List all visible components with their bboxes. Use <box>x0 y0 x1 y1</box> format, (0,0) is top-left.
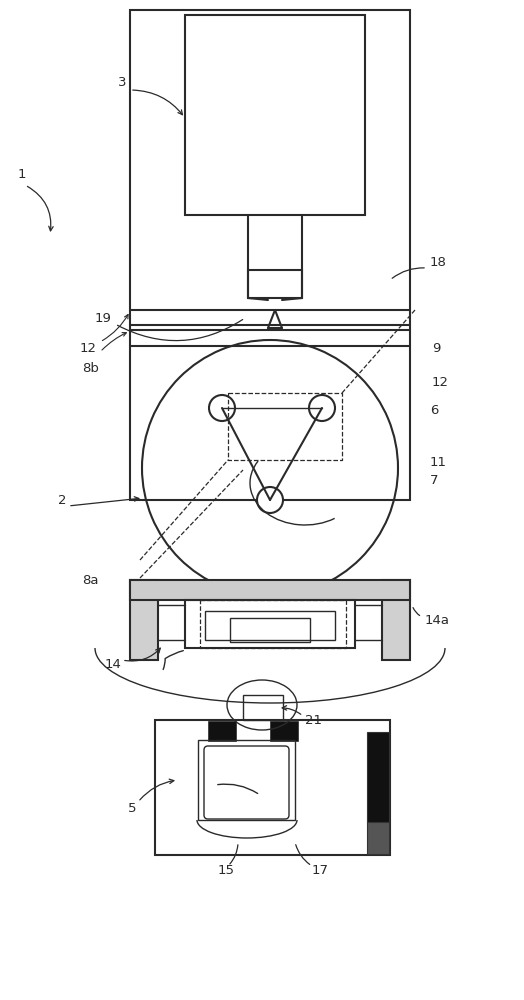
Bar <box>198 740 295 820</box>
Bar <box>208 721 236 741</box>
Bar <box>382 580 410 660</box>
Bar <box>367 822 389 854</box>
Circle shape <box>257 487 283 513</box>
Bar <box>270 721 298 741</box>
Text: 8a: 8a <box>82 574 99 586</box>
Circle shape <box>209 395 235 421</box>
Text: 14: 14 <box>105 658 122 672</box>
Bar <box>243 695 283 720</box>
Text: 14a: 14a <box>425 613 450 626</box>
Circle shape <box>309 395 335 421</box>
Bar <box>248 270 302 298</box>
Text: 3: 3 <box>118 76 126 89</box>
Text: 6: 6 <box>430 403 439 416</box>
Bar <box>130 580 158 660</box>
Text: 11: 11 <box>430 456 447 468</box>
Bar <box>155 720 390 855</box>
Bar <box>367 732 389 822</box>
Text: 5: 5 <box>128 802 136 814</box>
Text: 12: 12 <box>432 375 449 388</box>
Bar <box>130 580 410 600</box>
Text: 15: 15 <box>218 863 235 876</box>
Text: 21: 21 <box>305 714 322 726</box>
Bar <box>205 611 335 640</box>
Text: 19: 19 <box>95 312 112 324</box>
Bar <box>185 15 365 215</box>
Text: 9: 9 <box>432 342 440 355</box>
Bar <box>130 10 410 500</box>
Text: 8b: 8b <box>82 361 99 374</box>
Text: 18: 18 <box>430 255 447 268</box>
Text: 7: 7 <box>430 474 439 487</box>
Text: 12: 12 <box>80 342 97 355</box>
Text: 17: 17 <box>312 863 329 876</box>
Text: 1: 1 <box>18 168 27 182</box>
Text: 2: 2 <box>58 493 67 506</box>
Bar <box>230 618 310 642</box>
Bar <box>185 600 355 648</box>
FancyBboxPatch shape <box>204 746 289 819</box>
